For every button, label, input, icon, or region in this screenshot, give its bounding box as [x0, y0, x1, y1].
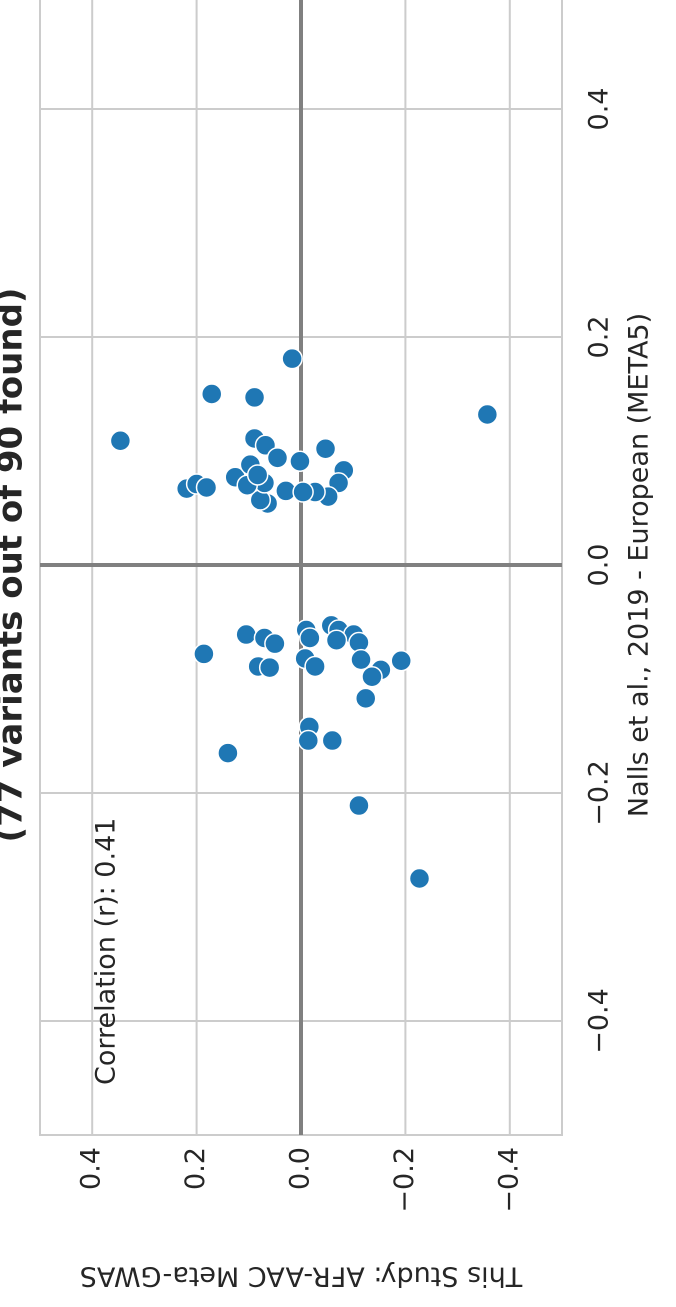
- x-tick-label: 0.2: [584, 316, 615, 359]
- y-tick-label: −0.2: [389, 1147, 420, 1213]
- y-tick-label: 0.2: [180, 1147, 211, 1190]
- chart-title: (77 variants out of 90 found): [0, 288, 31, 843]
- point: [264, 632, 286, 655]
- point: [246, 464, 269, 486]
- point: [390, 650, 412, 672]
- point: [289, 450, 311, 473]
- x-axis-label: Nalls et al., 2019 - European (META5): [624, 313, 655, 817]
- x-tick-label: −0.4: [584, 988, 615, 1054]
- point: [354, 687, 377, 710]
- y-axis-label: This Study: AFR-AAC Meta-GWAS: [80, 1261, 523, 1292]
- point: [299, 627, 321, 649]
- x-tick-label: −0.2: [584, 760, 615, 826]
- point: [195, 476, 218, 499]
- y-tick-label: 0.0: [285, 1147, 316, 1190]
- plot-area: [39, 0, 563, 1136]
- point: [217, 742, 239, 764]
- x-tick-label: 0.0: [584, 544, 615, 587]
- point: [243, 386, 266, 409]
- x-tick-label: 0.4: [584, 88, 615, 131]
- point: [350, 648, 372, 671]
- point: [281, 347, 303, 370]
- point: [109, 429, 132, 452]
- point: [325, 629, 348, 651]
- point: [321, 729, 344, 752]
- point: [235, 623, 257, 646]
- point: [297, 729, 320, 752]
- point: [304, 655, 326, 678]
- point: [348, 794, 370, 817]
- point: [314, 437, 337, 460]
- rotated-chart: (77 variants out of 90 found) Nalls et a…: [0, 0, 655, 1292]
- point: [266, 447, 289, 469]
- point: [193, 643, 215, 665]
- y-tick-label: −0.4: [493, 1147, 524, 1213]
- point: [408, 867, 431, 890]
- point: [292, 481, 314, 503]
- y-tick-label: 0.4: [76, 1147, 107, 1190]
- point: [200, 383, 223, 405]
- point: [361, 665, 383, 688]
- point: [258, 656, 281, 679]
- annotation: Correlation (r): 0.41: [91, 818, 122, 1085]
- point: [476, 403, 499, 426]
